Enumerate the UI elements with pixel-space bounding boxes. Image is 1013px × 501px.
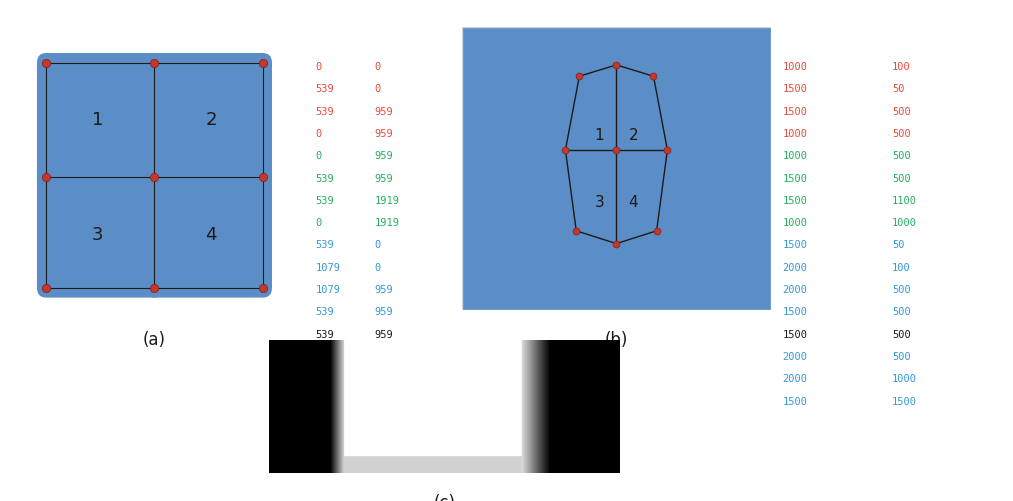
- Text: 959: 959: [375, 329, 394, 339]
- Text: 1500: 1500: [783, 329, 807, 339]
- Text: 500: 500: [892, 307, 911, 317]
- Text: 1500: 1500: [783, 307, 807, 317]
- Text: 50: 50: [892, 84, 905, 94]
- Text: 0: 0: [375, 240, 381, 250]
- Text: 500: 500: [892, 173, 911, 183]
- Text: 1079: 1079: [315, 285, 340, 295]
- Text: 539: 539: [315, 106, 334, 116]
- Text: 539: 539: [315, 307, 334, 317]
- Text: 500: 500: [892, 106, 911, 116]
- FancyBboxPatch shape: [36, 54, 163, 187]
- Text: 1000: 1000: [892, 218, 917, 228]
- Text: 500: 500: [892, 285, 911, 295]
- Text: 1919: 1919: [375, 396, 400, 406]
- Text: 539: 539: [315, 173, 334, 183]
- Text: 1: 1: [92, 111, 103, 129]
- Text: 539: 539: [315, 329, 334, 339]
- Text: (a): (a): [143, 330, 166, 348]
- Text: 2: 2: [629, 128, 638, 143]
- Text: 1500: 1500: [783, 240, 807, 250]
- Text: 1500: 1500: [783, 173, 807, 183]
- Text: 1000: 1000: [892, 374, 917, 384]
- Text: 1000: 1000: [783, 62, 807, 72]
- FancyBboxPatch shape: [146, 54, 272, 187]
- Text: 1500: 1500: [783, 396, 807, 406]
- Text: 1079: 1079: [315, 374, 340, 384]
- Text: 0: 0: [375, 84, 381, 94]
- Text: 0: 0: [375, 263, 381, 272]
- Text: 0: 0: [315, 62, 321, 72]
- Text: 500: 500: [892, 351, 911, 361]
- Text: 2000: 2000: [783, 263, 807, 272]
- Text: 0: 0: [315, 218, 321, 228]
- Text: 959: 959: [375, 151, 394, 161]
- Text: 1100: 1100: [892, 195, 917, 205]
- Text: 500: 500: [892, 329, 911, 339]
- Text: (c): (c): [434, 493, 456, 501]
- Text: 1919: 1919: [375, 374, 400, 384]
- Text: 4: 4: [206, 226, 217, 244]
- Text: 2000: 2000: [783, 374, 807, 384]
- Text: 959: 959: [375, 106, 394, 116]
- Text: 1079: 1079: [315, 263, 340, 272]
- Text: 1500: 1500: [783, 106, 807, 116]
- Text: 539: 539: [315, 84, 334, 94]
- Text: 959: 959: [375, 307, 394, 317]
- Text: 100: 100: [892, 62, 911, 72]
- Text: 1500: 1500: [783, 84, 807, 94]
- Text: 1919: 1919: [375, 218, 400, 228]
- Text: 50: 50: [892, 240, 905, 250]
- Text: 1079: 1079: [315, 351, 340, 361]
- Text: 1919: 1919: [375, 195, 400, 205]
- Text: 4: 4: [629, 194, 638, 209]
- Text: 100: 100: [892, 263, 911, 272]
- Text: 1000: 1000: [783, 151, 807, 161]
- Text: 1000: 1000: [783, 129, 807, 139]
- FancyBboxPatch shape: [36, 167, 163, 298]
- Text: 3: 3: [595, 194, 605, 209]
- Text: 539: 539: [315, 240, 334, 250]
- Text: 0: 0: [315, 151, 321, 161]
- Text: 1500: 1500: [783, 195, 807, 205]
- Text: 959: 959: [375, 129, 394, 139]
- Text: 539: 539: [315, 396, 334, 406]
- Text: 1500: 1500: [892, 396, 917, 406]
- Text: 0: 0: [375, 62, 381, 72]
- Text: 1: 1: [595, 128, 604, 143]
- Text: (b): (b): [605, 331, 628, 348]
- Text: 2000: 2000: [783, 351, 807, 361]
- Text: 2000: 2000: [783, 285, 807, 295]
- Text: 0: 0: [315, 129, 321, 139]
- Text: 1000: 1000: [783, 218, 807, 228]
- FancyBboxPatch shape: [146, 167, 272, 298]
- Text: 959: 959: [375, 285, 394, 295]
- Text: 3: 3: [92, 226, 103, 244]
- Text: 959: 959: [375, 173, 394, 183]
- Text: 539: 539: [315, 195, 334, 205]
- Text: 2: 2: [206, 111, 217, 129]
- Text: 959: 959: [375, 351, 394, 361]
- Text: 500: 500: [892, 151, 911, 161]
- Text: 500: 500: [892, 129, 911, 139]
